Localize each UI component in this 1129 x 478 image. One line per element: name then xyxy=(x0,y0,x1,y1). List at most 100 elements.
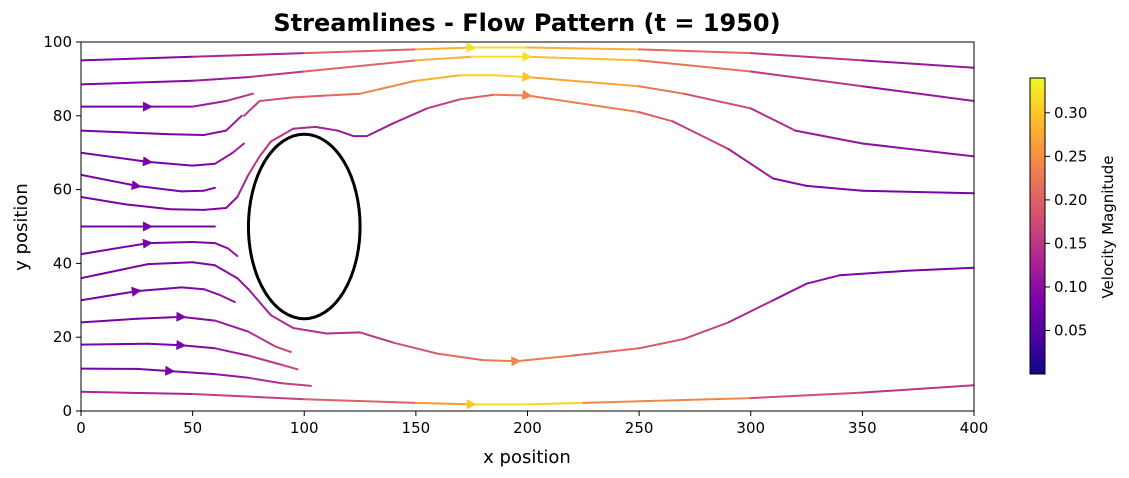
streamline-segment xyxy=(147,160,194,167)
y-tick-label: 100 xyxy=(43,33,72,51)
streamline-segment xyxy=(359,79,417,95)
streamline-segment xyxy=(638,59,752,73)
y-axis-ticks: 0 20 40 60 80 100 xyxy=(43,33,81,420)
streamline-segment xyxy=(227,247,239,257)
streamline-segment xyxy=(191,261,216,267)
streamline-segment xyxy=(772,177,808,187)
streamline-segment xyxy=(81,173,138,187)
streamline-layer xyxy=(81,42,974,410)
streamline-segment xyxy=(191,76,250,82)
x-tick-label: 300 xyxy=(736,419,765,437)
streamline-segment xyxy=(437,352,484,362)
streamline-5 xyxy=(81,142,245,167)
streamline-9 xyxy=(81,238,239,257)
streamline-segment xyxy=(81,55,194,62)
x-tick-label: 0 xyxy=(76,419,86,437)
streamline-segment xyxy=(202,129,228,136)
streamline-segment xyxy=(303,48,417,55)
streamline-segment xyxy=(213,151,234,165)
streamline-8 xyxy=(81,221,216,232)
streamline-2 xyxy=(81,92,254,112)
streamline-segment xyxy=(359,331,395,344)
streamline-segment xyxy=(805,184,864,192)
streamline-segment xyxy=(292,94,328,99)
streamline-segment xyxy=(202,207,228,211)
streamline-segment xyxy=(269,314,295,329)
x-tick-label: 100 xyxy=(290,419,319,437)
streamline-segment xyxy=(202,186,216,192)
streamline-segment xyxy=(571,347,641,357)
streamline-segment xyxy=(231,142,245,154)
flow-arrow xyxy=(521,89,533,100)
streamline-segment xyxy=(147,261,194,266)
streamline-segment xyxy=(749,70,864,88)
streamline-segment xyxy=(269,127,295,143)
streamline-segment xyxy=(336,129,355,138)
streamline-segment xyxy=(274,345,292,353)
streamline-segment xyxy=(147,342,183,347)
streamline-segment xyxy=(526,401,585,406)
flow-arrow xyxy=(522,51,533,62)
streamline-segment xyxy=(81,390,194,395)
streamline-segment xyxy=(218,293,236,304)
streamline-segment xyxy=(225,92,254,102)
streamline-segment xyxy=(135,367,172,373)
streamline-segment xyxy=(638,85,685,95)
streamline-segment xyxy=(202,288,221,296)
streamline-segment xyxy=(81,242,149,256)
streamline-segment xyxy=(247,354,283,366)
streamline-segment xyxy=(81,342,149,346)
streamline-segment xyxy=(794,129,864,145)
streamline-segment xyxy=(861,85,974,102)
x-tick-label: 400 xyxy=(960,419,989,437)
streamline-segment xyxy=(191,393,306,401)
streamline-segment xyxy=(303,59,417,73)
y-tick-label: 20 xyxy=(53,328,72,346)
streamline-segment xyxy=(247,155,261,176)
streamline-segment xyxy=(247,330,277,348)
x-tick-label: 250 xyxy=(625,419,654,437)
streamline-6 xyxy=(81,173,216,193)
streamline-segment xyxy=(169,208,205,211)
streamline-segment xyxy=(861,142,974,158)
flow-arrow xyxy=(131,286,142,297)
streamline-segment xyxy=(861,384,974,394)
streamline-segment xyxy=(325,331,362,335)
streamline-segment xyxy=(727,299,775,324)
x-axis-ticks: 0 50 100 150 200 250 300 350 400 xyxy=(76,411,988,437)
streamline-segment xyxy=(861,189,974,195)
streamline-13 xyxy=(81,340,299,371)
x-tick-label: 50 xyxy=(183,419,202,437)
streamline-segment xyxy=(526,94,641,114)
streamline-segment xyxy=(280,363,299,371)
streamline-14 xyxy=(81,365,312,387)
streamline-segment xyxy=(839,269,908,277)
streamline-segment xyxy=(682,92,752,110)
colorbar-tick-label: 0.15 xyxy=(1054,234,1087,252)
streamline-segment xyxy=(81,196,127,206)
streamline-segment xyxy=(213,373,250,379)
colorbar-tick-label: 0.05 xyxy=(1054,321,1087,339)
y-tick-label: 0 xyxy=(62,402,72,420)
streamline-segment xyxy=(81,79,194,86)
streamline-segment xyxy=(180,315,216,322)
streamline-segment xyxy=(191,162,216,167)
streamline-segment xyxy=(682,321,730,340)
streamline-segment xyxy=(414,401,473,406)
streamline-segment xyxy=(81,151,149,163)
streamline-segment xyxy=(365,122,395,138)
colorbar-ticks: 0.05 0.10 0.15 0.20 0.25 0.30 xyxy=(1045,104,1087,339)
streamline-segment xyxy=(258,140,272,158)
streamline-segment xyxy=(414,55,473,62)
streamline-segment xyxy=(191,52,306,58)
streamline-segment xyxy=(213,264,239,280)
streamline-segment xyxy=(135,315,183,320)
streamline-segment xyxy=(236,173,250,198)
streamline-segment xyxy=(180,189,205,193)
flow-arrow xyxy=(131,180,142,190)
flow-arrow xyxy=(142,238,153,249)
colorbar-tick-label: 0.30 xyxy=(1054,104,1087,122)
flow-arrow xyxy=(466,399,477,410)
colorbar-label: Velocity Magnitude xyxy=(1099,155,1117,298)
